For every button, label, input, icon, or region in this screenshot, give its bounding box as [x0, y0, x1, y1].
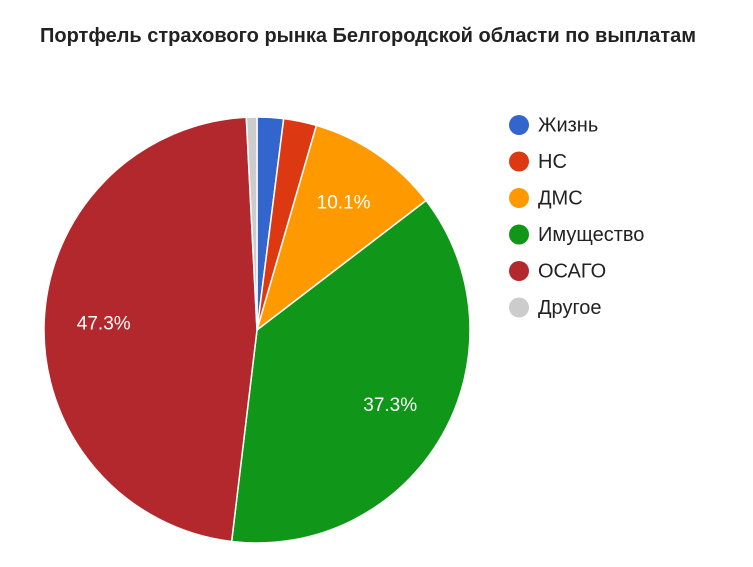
pie-slice	[230, 199, 471, 544]
legend-marker	[509, 261, 529, 281]
slice-label: 37.3%	[363, 395, 417, 416]
slice-label: 47.3%	[77, 314, 131, 335]
legend-marker	[509, 297, 529, 318]
chart-title: Портфель страхового рынка Белгородской о…	[40, 25, 697, 47]
legend-label: ДМС	[538, 187, 583, 209]
legend-label: Жизнь	[538, 114, 598, 136]
legend-label: Другое	[538, 297, 602, 319]
slice-label: 10.1%	[317, 192, 371, 213]
legend-marker	[509, 115, 529, 135]
pie-slice	[43, 116, 258, 543]
legend-marker	[509, 151, 529, 172]
legend-marker	[509, 224, 529, 245]
pie-slice	[255, 124, 428, 332]
legend-label: НС	[538, 151, 567, 173]
pie-slice	[245, 116, 258, 331]
legend-label: Имущество	[538, 224, 644, 246]
legend-marker	[509, 188, 529, 208]
legend-label: ОСАГО	[538, 260, 606, 282]
